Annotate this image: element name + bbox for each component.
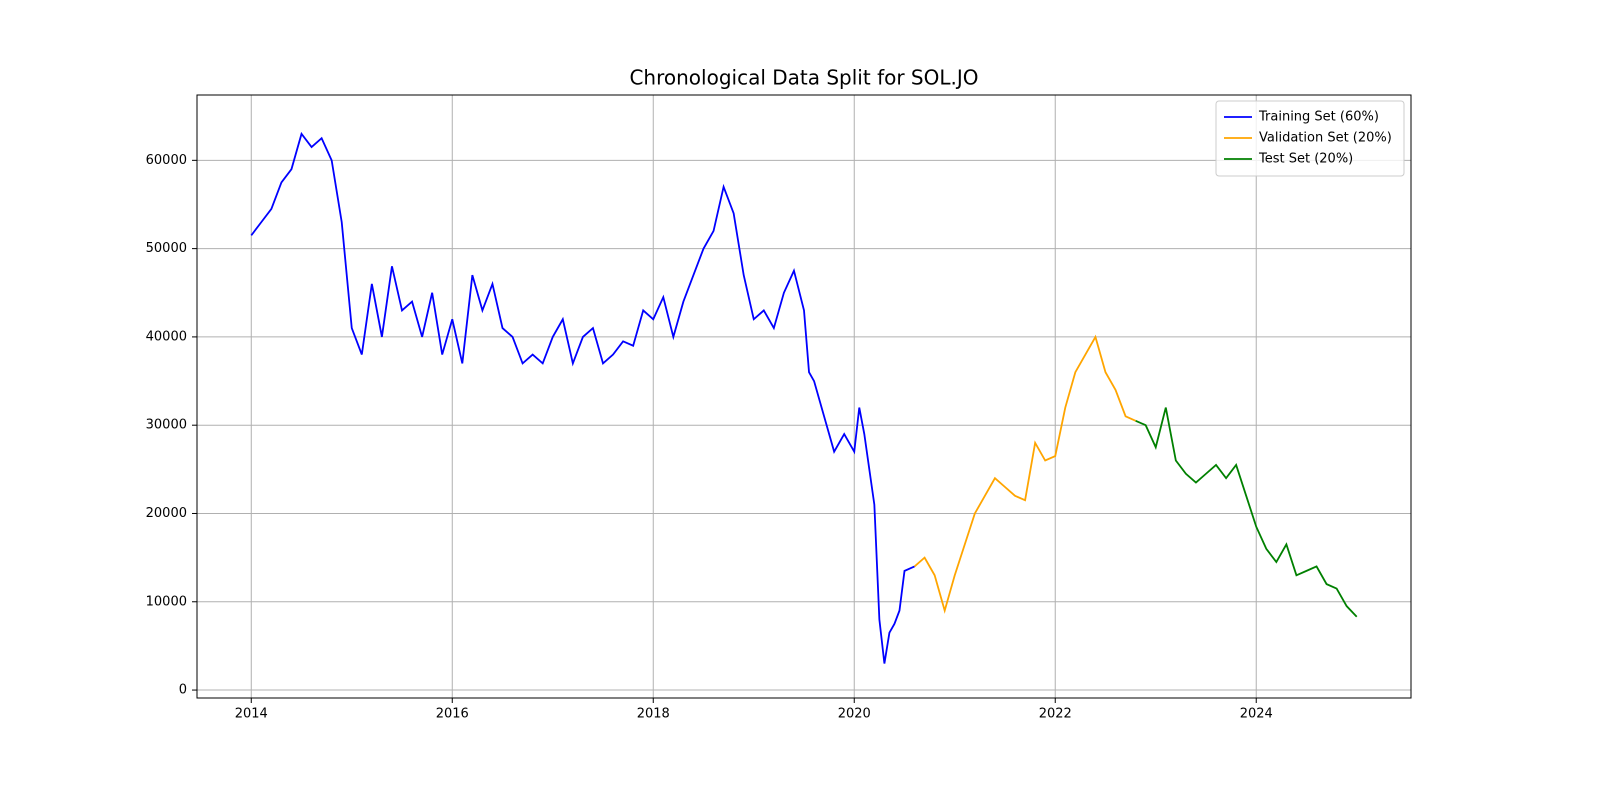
legend-label: Validation Set (20%): [1259, 131, 1392, 146]
chart-title: Chronological Data Split for SOL.JO: [629, 66, 978, 90]
y-tick-label: 40000: [146, 329, 187, 344]
x-tick-label: 2024: [1240, 707, 1273, 722]
y-tick-label: 30000: [146, 418, 187, 433]
legend-label: Test Set (20%): [1258, 152, 1353, 167]
x-tick-label: 2018: [637, 707, 670, 722]
series-line: [250, 131, 915, 664]
x-tick-label: 2016: [436, 707, 469, 722]
x-tick-label: 2020: [838, 707, 871, 722]
series-line: [1135, 407, 1358, 618]
y-tick-label: 50000: [146, 241, 187, 256]
x-tick-label: 2022: [1039, 707, 1072, 722]
plot-frame: [196, 94, 1412, 699]
legend-box: [1215, 100, 1405, 177]
y-tick-label: 0: [179, 683, 187, 698]
y-tick-label: 10000: [146, 594, 187, 609]
x-tick-label: 2014: [235, 707, 268, 722]
legend-label: Training Set (60%): [1258, 110, 1379, 125]
series-line: [913, 334, 1137, 614]
y-tick-label: 60000: [146, 153, 187, 168]
y-tick-label: 20000: [146, 506, 187, 521]
